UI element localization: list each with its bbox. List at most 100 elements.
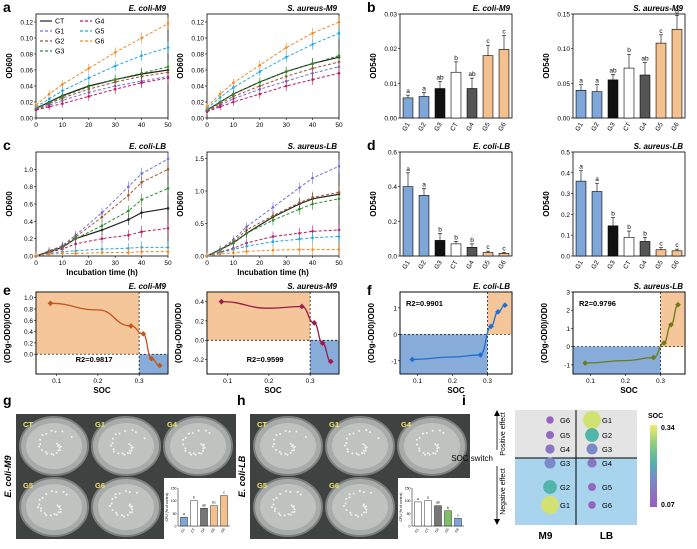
xtick-label: 30: [283, 122, 291, 129]
ytick-label: 0.00: [557, 116, 570, 123]
xtick-label: 0: [205, 260, 209, 267]
bubble-lb-G1: [582, 410, 602, 430]
colony: [200, 443, 203, 446]
inset-bar-CT: [424, 500, 432, 527]
data-point-G5: [245, 244, 248, 248]
data-point-G5: [87, 76, 91, 80]
colony: [123, 453, 126, 456]
inset-category: G6: [220, 527, 226, 533]
colony: [422, 451, 425, 454]
colony: [50, 452, 53, 455]
ytick-label: 0.02: [384, 46, 397, 53]
series-line-G2: [35, 71, 169, 110]
data-point-G5: [232, 86, 235, 89]
colony: [293, 510, 296, 513]
colony: [291, 444, 294, 447]
colony: [293, 445, 296, 448]
xtick-label: 50: [335, 122, 343, 129]
colony: [344, 502, 347, 505]
data-point-G5: [113, 64, 117, 68]
data-point-G6: [166, 250, 170, 253]
bar-G5: [655, 249, 667, 257]
plate-label-G5: G5: [257, 481, 267, 490]
column-label-lb: LB: [600, 531, 613, 542]
bar-G4: [639, 241, 651, 257]
colony: [352, 492, 355, 495]
ytick-label: 0.3: [561, 191, 570, 198]
ytick-label: 0.0: [195, 254, 204, 261]
xtick-label: 0.3: [483, 378, 492, 385]
data-point: [128, 323, 134, 329]
ytick-label: 0.2: [561, 212, 570, 219]
down-arrowhead: [494, 519, 500, 525]
legend-label-G1: G1: [55, 29, 64, 36]
legend-label-G4: G4: [95, 19, 104, 26]
category-label: G1: [574, 121, 585, 132]
colony: [344, 444, 347, 447]
panel-label-e: e: [3, 282, 11, 298]
r-squared: R2=0.9901: [406, 299, 443, 308]
colony: [45, 432, 48, 435]
sig-letter: a: [406, 88, 410, 95]
colony: [291, 449, 294, 452]
negative-region: [400, 334, 488, 374]
colony: [39, 438, 42, 441]
colony: [114, 433, 117, 436]
positive-region: [207, 292, 311, 341]
ytick-label: -0.2: [193, 357, 205, 364]
category-label: G6: [497, 259, 508, 270]
category-label: G1: [574, 259, 585, 270]
positive-region: [36, 292, 140, 355]
colony: [274, 507, 277, 510]
bar-G6: [671, 250, 683, 257]
data-point-G3: [140, 71, 143, 75]
colony: [131, 508, 134, 511]
ytick-label: 3: [566, 290, 570, 297]
series-line-G2: [206, 61, 340, 112]
ytick-label: 0.0: [24, 254, 33, 261]
xtick-label: 0.2: [93, 378, 102, 385]
data-point-G2: [140, 181, 143, 184]
data-point-G5: [337, 31, 341, 35]
xtick-label: 30: [112, 122, 120, 129]
r-squared: R2=0.9817: [76, 355, 113, 364]
colony: [289, 513, 292, 516]
data-point-G3: [337, 54, 341, 57]
data-point: [650, 354, 657, 361]
bubble-m9-G1: [540, 495, 560, 515]
sig-letter: b: [627, 47, 631, 54]
data-point-G4: [100, 237, 104, 240]
data-point-G6: [311, 248, 314, 251]
positive-effect-label: Positive effect: [500, 412, 507, 456]
colony: [348, 433, 351, 436]
ytick-label: 0.12: [20, 20, 33, 27]
colony: [438, 429, 441, 432]
colony: [197, 429, 200, 432]
category-label: G2: [590, 259, 601, 270]
bubble-lb-G3: [586, 443, 598, 455]
colony: [363, 511, 366, 514]
data-point-G6: [245, 250, 248, 253]
axes-frame-e1: [35, 291, 169, 375]
colony: [59, 445, 62, 448]
data-point-G6: [298, 248, 301, 251]
agar: [332, 484, 388, 530]
colony: [296, 491, 299, 494]
colony: [41, 497, 44, 500]
data-point: [502, 302, 508, 309]
data-point-G1: [298, 186, 301, 190]
sig-letter: a: [595, 78, 599, 85]
data-point-G1: [140, 172, 143, 175]
y-axis-title: OD540: [369, 53, 378, 79]
bar-G5: [482, 252, 494, 257]
colony: [365, 446, 368, 449]
colony: [55, 451, 58, 454]
colony: [57, 449, 60, 452]
inset-bar-G1: [414, 501, 422, 527]
colony: [45, 493, 48, 496]
colony: [40, 507, 43, 510]
agar: [98, 484, 154, 530]
ytick-label: 0.06: [191, 68, 204, 75]
colony: [295, 430, 298, 433]
agar: [260, 484, 316, 530]
